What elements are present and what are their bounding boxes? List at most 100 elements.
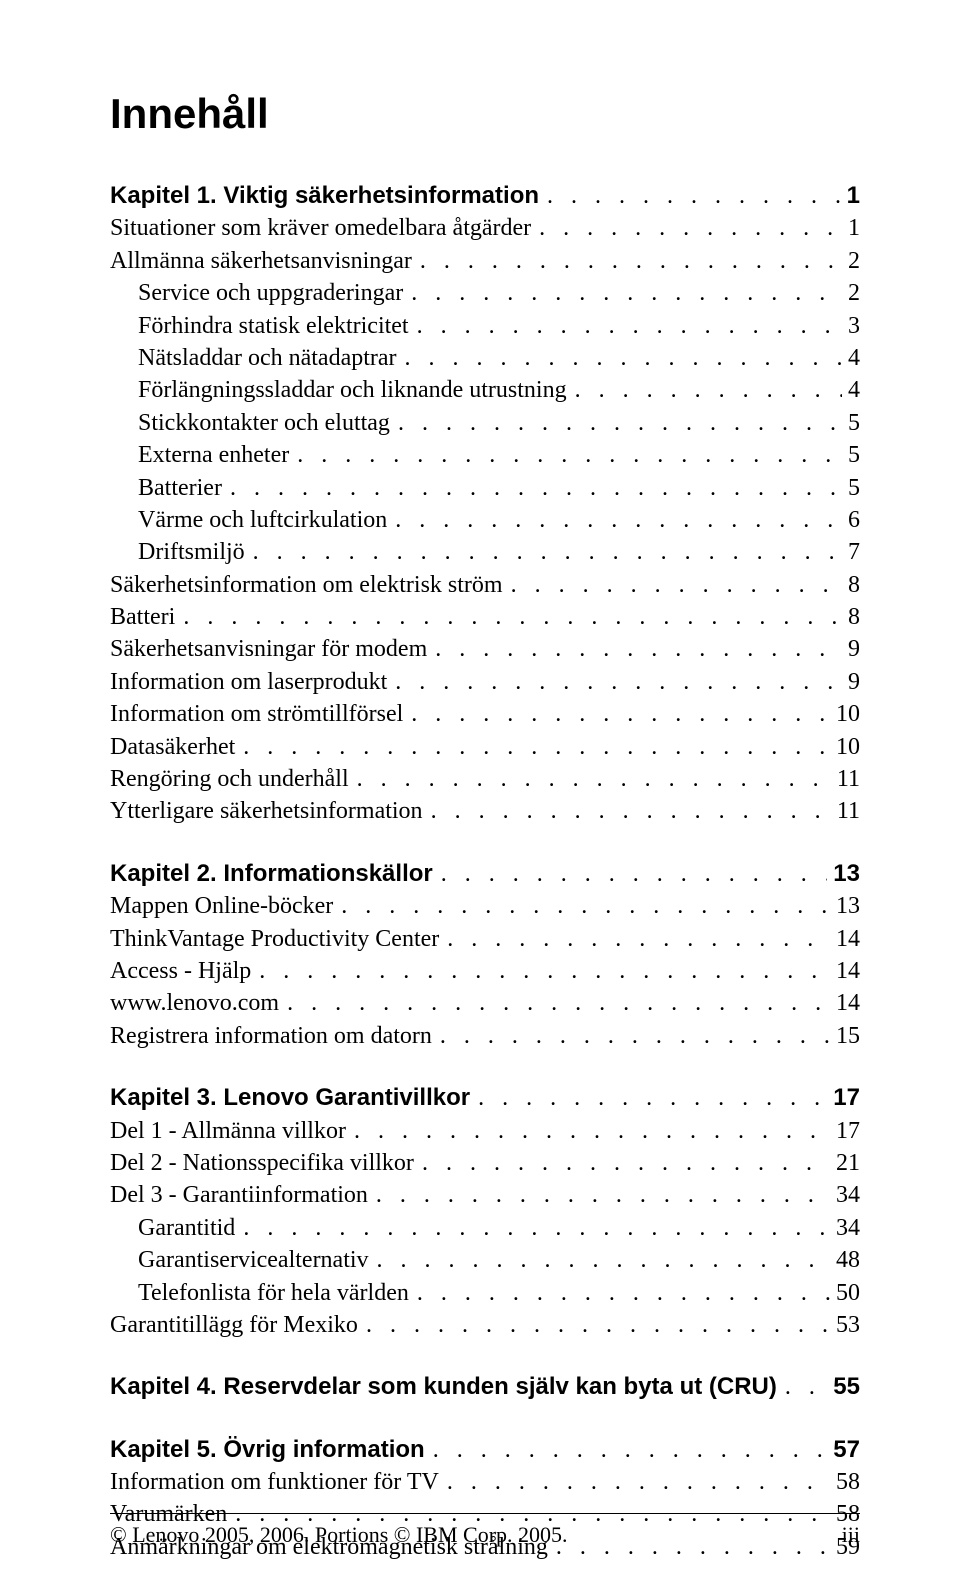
toc-leader xyxy=(387,666,842,698)
toc-entry: Nätsladdar och nätadaptrar4 xyxy=(110,342,860,374)
toc-entry: Mappen Online-böcker 13 xyxy=(110,890,860,922)
toc-entry-page: 3 xyxy=(842,310,860,342)
toc-entry-page: 50 xyxy=(830,1277,860,1309)
toc-entry-label: Situationer som kräver omedelbara åtgärd… xyxy=(110,212,531,244)
toc-entry: Registrera information om datorn 15 xyxy=(110,1020,860,1052)
toc-entry-page: 8 xyxy=(842,569,860,601)
toc-section: Kapitel 2. Informationskällor13Mappen On… xyxy=(110,858,860,1052)
toc-section: Kapitel 1. Viktig säkerhetsinformation1S… xyxy=(110,180,860,828)
toc-entry: Kapitel 4. Reservdelar som kunden själv … xyxy=(110,1371,860,1403)
toc-leader xyxy=(349,763,831,795)
toc-leader xyxy=(387,504,842,536)
toc-entry: Allmänna säkerhetsanvisningar2 xyxy=(110,245,860,277)
toc-leader xyxy=(251,955,830,987)
toc-entry-label: Garantitillägg för Mexiko xyxy=(110,1309,358,1341)
toc-entry: Information om funktioner för TV 58 xyxy=(110,1466,860,1498)
toc-entry-label: Kapitel 5. Övrig information xyxy=(110,1434,425,1466)
toc-entry-page: 2 xyxy=(842,277,860,309)
toc-entry-label: Registrera information om datorn xyxy=(110,1020,432,1052)
toc-entry-label: Del 2 - Nationsspecifika villkor xyxy=(110,1147,414,1179)
page-title: Innehåll xyxy=(110,90,860,138)
toc-entry-page: 5 xyxy=(842,407,860,439)
toc-entry-label: Access - Hjälp xyxy=(110,955,251,987)
toc-section: Kapitel 4. Reservdelar som kunden själv … xyxy=(110,1371,860,1403)
toc-leader xyxy=(403,698,830,730)
toc-leader xyxy=(403,277,842,309)
toc-entry-page: 21 xyxy=(830,1147,860,1179)
toc-entry-label: Kapitel 4. Reservdelar som kunden själv … xyxy=(110,1371,777,1403)
toc-entry: www.lenovo.com14 xyxy=(110,987,860,1019)
toc-leader xyxy=(503,569,842,601)
toc-entry: Förhindra statisk elektricitet 3 xyxy=(110,310,860,342)
toc-entry-label: Information om strömtillförsel xyxy=(110,698,403,730)
toc-leader xyxy=(439,1466,830,1498)
toc-entry-label: Kapitel 1. Viktig säkerhetsinformation xyxy=(110,180,539,212)
toc-entry-label: Telefonlista för hela världen xyxy=(110,1277,409,1309)
toc-entry-page: 4 xyxy=(842,374,860,406)
toc-entry-label: Del 3 - Garantiinformation xyxy=(110,1179,368,1211)
toc-entry-label: Rengöring och underhåll xyxy=(110,763,349,795)
toc-entry-label: Säkerhetsanvisningar för modem xyxy=(110,633,427,665)
table-of-contents: Kapitel 1. Viktig säkerhetsinformation1S… xyxy=(110,180,860,1563)
toc-leader xyxy=(539,180,841,212)
toc-leader xyxy=(531,212,842,244)
toc-entry-label: Förlängningssladdar och liknande utrustn… xyxy=(110,374,567,406)
toc-entry-page: 58 xyxy=(830,1466,860,1498)
toc-entry-page: 11 xyxy=(831,763,860,795)
toc-entry: Rengöring och underhåll 11 xyxy=(110,763,860,795)
toc-entry: ThinkVantage Productivity Center14 xyxy=(110,923,860,955)
toc-entry-label: Garantiservicealternativ xyxy=(110,1244,369,1276)
toc-entry-page: 53 xyxy=(830,1309,860,1341)
toc-entry: Förlängningssladdar och liknande utrustn… xyxy=(110,374,860,406)
toc-entry-page: 48 xyxy=(830,1244,860,1276)
toc-leader xyxy=(470,1082,827,1114)
toc-leader xyxy=(432,1020,830,1052)
toc-entry-label: Driftsmiljö xyxy=(110,536,245,568)
toc-entry: Del 2 - Nationsspecifika villkor 21 xyxy=(110,1147,860,1179)
toc-entry-page: 55 xyxy=(827,1371,860,1403)
toc-entry-label: Kapitel 3. Lenovo Garantivillkor xyxy=(110,1082,470,1114)
toc-entry-label: ThinkVantage Productivity Center xyxy=(110,923,439,955)
toc-leader xyxy=(409,310,842,342)
toc-entry: Säkerhetsinformation om elektrisk ström8 xyxy=(110,569,860,601)
toc-entry-page: 13 xyxy=(830,890,860,922)
page-footer: © Lenovo 2005, 2006. Portions © IBM Corp… xyxy=(110,1513,860,1548)
toc-leader xyxy=(423,795,831,827)
toc-entry-label: Kapitel 2. Informationskällor xyxy=(110,858,433,890)
toc-entry-page: 34 xyxy=(830,1212,860,1244)
toc-leader xyxy=(390,407,842,439)
toc-leader xyxy=(425,1434,828,1466)
toc-entry-page: 11 xyxy=(831,795,860,827)
toc-entry-label: Externa enheter xyxy=(110,439,289,471)
toc-leader xyxy=(222,472,842,504)
toc-entry: Värme och luftcirkulation6 xyxy=(110,504,860,536)
toc-leader xyxy=(235,1212,830,1244)
toc-entry: Access - Hjälp14 xyxy=(110,955,860,987)
toc-leader xyxy=(409,1277,830,1309)
toc-entry-page: 5 xyxy=(842,439,860,471)
toc-entry-label: Batteri xyxy=(110,601,175,633)
toc-entry: Service och uppgraderingar2 xyxy=(110,277,860,309)
toc-entry: Situationer som kräver omedelbara åtgärd… xyxy=(110,212,860,244)
toc-leader xyxy=(346,1115,830,1147)
toc-entry-label: Förhindra statisk elektricitet xyxy=(110,310,409,342)
toc-entry: Garantiservicealternativ 48 xyxy=(110,1244,860,1276)
toc-entry-page: 10 xyxy=(830,698,860,730)
toc-leader xyxy=(567,374,842,406)
toc-leader xyxy=(235,731,830,763)
toc-entry-label: Mappen Online-böcker xyxy=(110,890,333,922)
document-page: Innehåll Kapitel 1. Viktig säkerhetsinfo… xyxy=(0,0,960,1592)
toc-entry: Del 3 - Garantiinformation 34 xyxy=(110,1179,860,1211)
toc-leader xyxy=(358,1309,830,1341)
toc-entry: Telefonlista för hela världen 50 xyxy=(110,1277,860,1309)
toc-entry-label: Information om funktioner för TV xyxy=(110,1466,439,1498)
toc-entry-page: 15 xyxy=(830,1020,860,1052)
toc-entry-label: Nätsladdar och nätadaptrar xyxy=(110,342,397,374)
toc-leader xyxy=(397,342,842,374)
toc-entry-label: Ytterligare säkerhetsinformation xyxy=(110,795,423,827)
toc-entry-page: 34 xyxy=(830,1179,860,1211)
toc-entry-label: Datasäkerhet xyxy=(110,731,235,763)
toc-entry: Kapitel 2. Informationskällor13 xyxy=(110,858,860,890)
toc-entry-page: 57 xyxy=(827,1434,860,1466)
toc-entry-label: Stickkontakter och eluttag xyxy=(110,407,390,439)
